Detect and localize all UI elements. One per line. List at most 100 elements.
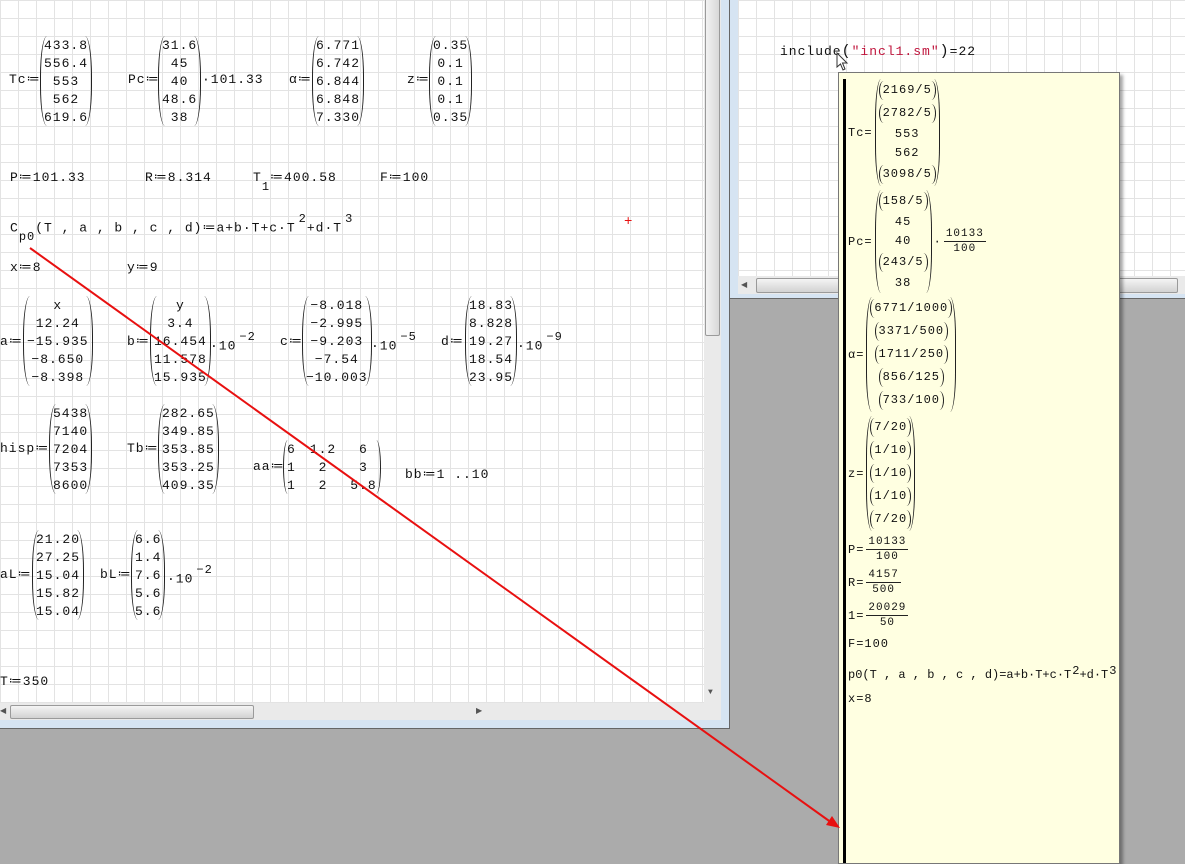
t-definition[interactable]: T≔350 (0, 674, 50, 689)
scroll-down-arrow-icon[interactable]: ▼ (708, 688, 713, 697)
tooltip-f: F=100 (848, 637, 890, 651)
y-definition[interactable]: y≔9 (127, 260, 159, 275)
include-expression[interactable]: include("incl1.sm")=22 (780, 43, 977, 60)
tb-matrix[interactable]: 282.65 349.85 353.85 353.25 409.35 (158, 404, 219, 494)
matrix-cell: 6.742 (316, 55, 361, 71)
c-factor: ·10−5 (371, 330, 417, 354)
tooltip-alpha: α = 6771/1000 3371/500 1711/250 856/125 733/10… (848, 297, 1116, 412)
matrix-cell: 553 (52, 73, 80, 89)
bb-range-definition[interactable]: bb≔1 ..10 (405, 467, 490, 482)
alpha-fraction-matrix: 6771/1000 3371/500 1711/250 856/125 733/100 (866, 297, 957, 412)
matrix-cell: 11.578 (154, 351, 207, 367)
matrix-cell: −8.398 (31, 369, 85, 385)
matrix-cell: 1.2 (309, 441, 337, 457)
matrix-cell: 15.04 (36, 567, 81, 583)
b-matrix[interactable]: y 3.4 16.454 11.578 15.935 (150, 296, 211, 386)
aa-matrix[interactable]: 6 1.2 6 1 2 3 1 2 5.8 (283, 440, 381, 494)
bl-matrix[interactable]: 6.6 1.4 7.6 5.6 5.6 (131, 530, 166, 620)
tooltip-x: x=8 (848, 692, 873, 706)
z-matrix[interactable]: 0.35 0.1 0.1 0.1 0.35 (429, 36, 473, 126)
tooltip-p: P = 10133 100 (848, 536, 909, 563)
fraction-cell: 733/100 (878, 391, 945, 410)
matrix-cell: 353.25 (162, 459, 215, 475)
c-matrix[interactable]: −8.018 −2.995 −9.203 −7.54 −10.003 (302, 296, 372, 386)
horizontal-scrollbar[interactable]: ◀ ▶ (0, 703, 721, 720)
tooltip-p0: p0(T , a , b , c , d)=a+b·T+c·T 2 +d·T 3 (848, 664, 1117, 682)
d-label: d≔ (441, 334, 464, 349)
matrix-cell: 5.6 (135, 585, 162, 601)
fraction-cell: 3371/500 (874, 322, 949, 341)
matrix-cell: 27.25 (36, 549, 81, 565)
left-document-window: Tc≔ 433.8 556.4 553 562 619.6 Pc≔ 31.6 45 40 48… (0, 0, 730, 729)
pc-factor: ·101.33 (202, 72, 264, 87)
f-definition[interactable]: F≔100 (380, 170, 430, 185)
horizontal-scrollbar-thumb[interactable] (10, 705, 254, 719)
matrix-cell: 23.95 (469, 369, 514, 385)
scroll-left-arrow-icon[interactable]: ◀ (741, 281, 748, 290)
scroll-left-arrow-icon[interactable]: ◀ (0, 707, 7, 716)
vertical-scrollbar[interactable]: ▼ (704, 0, 721, 703)
bl-label: bL≔ (100, 567, 132, 582)
matrix-cell: 0.35 (433, 37, 469, 53)
fraction-cell: 3098/5 (878, 165, 936, 184)
matrix-cell: 282.65 (162, 405, 215, 421)
a-matrix[interactable]: x 12.24 −15.935 −8.650 −8.398 (23, 296, 93, 386)
matrix-cell: 6.6 (135, 531, 162, 547)
fraction-cell: 7/20 (870, 418, 912, 437)
matrix-cell: 40 (894, 234, 912, 248)
matrix-cell: 0.1 (437, 73, 464, 89)
a-label: a≔ (0, 334, 23, 349)
matrix-cell: −8.018 (310, 297, 364, 313)
matrix-cell: 349.85 (162, 423, 215, 439)
matrix-cell: −8.650 (31, 351, 85, 367)
left-worksheet[interactable]: Tc≔ 433.8 556.4 553 562 619.6 Pc≔ 31.6 45 40 48… (0, 0, 704, 703)
matrix-cell: 38 (894, 276, 912, 290)
cp0-function-definition[interactable]: Cp0(T , a , b , c , d)≔a+b·T+c·T2+d·T3 (10, 212, 354, 244)
d-matrix[interactable]: 18.83 8.828 19.27 18.54 23.95 (465, 296, 518, 386)
matrix-cell: 8.828 (469, 315, 514, 331)
matrix-cell: 38 (170, 109, 189, 125)
fraction-cell: 1/10 (870, 464, 912, 483)
matrix-cell: 16.454 (154, 333, 207, 349)
pc-label: Pc≔ (128, 72, 160, 87)
matrix-cell: 0.35 (433, 109, 469, 125)
pc-fraction-matrix: 158/5 45 40 243/5 38 (874, 190, 932, 293)
matrix-cell: 1.4 (135, 549, 162, 565)
matrix-cell: 6.771 (316, 37, 361, 53)
b-label: b≔ (127, 334, 150, 349)
x-definition[interactable]: x≔8 (10, 260, 42, 275)
hisp-matrix[interactable]: 5438 7140 7204 7353 8600 (49, 404, 93, 494)
vertical-scrollbar-thumb[interactable] (705, 0, 720, 336)
r-definition[interactable]: R≔8.314 (145, 170, 212, 185)
matrix-cell: 7.6 (135, 567, 162, 583)
matrix-cell: 7204 (53, 441, 89, 457)
matrix-cell: −2.995 (310, 315, 364, 331)
matrix-cell: 3.4 (167, 315, 194, 331)
matrix-cell: x (53, 297, 63, 313)
p-definition[interactable]: P≔101.33 (10, 170, 86, 185)
matrix-cell: 15.935 (154, 369, 207, 385)
fraction-cell: 1711/250 (874, 345, 949, 364)
tc-matrix[interactable]: 433.8 556.4 553 562 619.6 (40, 36, 93, 126)
tc-label: Tc≔ (9, 72, 41, 87)
matrix-cell: 7353 (53, 459, 89, 475)
matrix-cell: 5438 (53, 405, 89, 421)
insertion-cursor-cross: + (624, 214, 633, 230)
al-matrix[interactable]: 21.20 27.25 15.04 15.82 15.04 (32, 530, 85, 620)
matrix-cell: 8600 (53, 477, 89, 493)
alpha-matrix[interactable]: 6.771 6.742 6.844 6.848 7.330 (312, 36, 365, 126)
alpha-label: α≔ (289, 72, 312, 87)
matrix-cell: y (176, 297, 185, 313)
matrix-cell: 6.844 (316, 73, 361, 89)
aa-label: aa≔ (253, 459, 285, 474)
matrix-cell: 433.8 (44, 37, 89, 53)
matrix-cell: 562 (52, 91, 80, 107)
t1-definition[interactable]: T1≔400.58 (253, 170, 337, 194)
include-preview-tooltip: Tc = 2169/5 2782/5 553 562 3098/5 Pc = 158/5 45 40… (838, 72, 1120, 864)
matrix-cell: 12.24 (35, 315, 80, 331)
scroll-right-arrow-icon[interactable]: ▶ (476, 707, 483, 716)
pc-matrix[interactable]: 31.6 45 40 48.6 38 (158, 36, 202, 126)
matrix-cell: 556.4 (44, 55, 89, 71)
fraction-cell: 1/10 (870, 441, 912, 460)
matrix-cell: 3 (359, 459, 368, 475)
